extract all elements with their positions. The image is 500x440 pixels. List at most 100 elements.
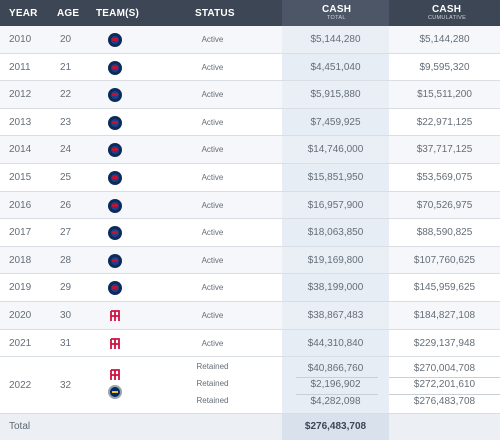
cumulative-cell: $88,590,825 (416, 227, 473, 239)
wizards-logo-icon[interactable] (108, 33, 122, 47)
table-row: 2012 22 Active $5,915,880 $15,511,200 (0, 81, 500, 109)
status-cell: Active (201, 338, 224, 348)
wizards-logo-icon[interactable] (108, 281, 122, 296)
year-cell: 2019 (9, 282, 32, 294)
status-cell: Active (201, 200, 224, 210)
rockets-logo-icon[interactable] (108, 309, 122, 323)
table-row: 2014 24 Active $14,746,000 $37,717,125 (0, 136, 500, 164)
wizards-logo-icon[interactable] (108, 226, 122, 241)
cash-cell: $4,282,098 (310, 396, 361, 407)
status-cell: Retained (196, 379, 229, 388)
status-cell: Active (201, 90, 224, 100)
cash-cell: $4,451,040 (310, 61, 361, 73)
cash-cell: $15,851,950 (307, 172, 364, 183)
cumulative-cell: $15,511,200 (417, 89, 472, 101)
status-cell: Retained (196, 396, 229, 405)
total-row: Total $276,483,708 (0, 414, 500, 440)
cash-total-column-highlight (282, 0, 389, 440)
status-cell: Active (201, 117, 224, 127)
table-row: 2018 28 Active $19,169,800 $107,760,625 (0, 246, 500, 275)
cumulative-cell: $229,137,948 (413, 337, 476, 349)
header-cash-cumulative-sub: CUMULATIVE (428, 15, 467, 21)
cumulative-cell: $9,595,320 (419, 61, 470, 73)
cumulative-cell: $276,483,708 (413, 396, 476, 407)
year-cell: 2010 (9, 34, 32, 45)
header-year[interactable]: YEAR (9, 8, 38, 19)
age-cell: 28 (60, 254, 72, 266)
table-row: 2019 29 Active $38,199,000 $145,959,625 (0, 274, 500, 302)
cash-cell: $7,459,925 (310, 116, 361, 128)
cash-divider (296, 394, 378, 395)
wizards-logo-icon[interactable] (108, 171, 122, 185)
header-cash-cumulative[interactable]: CASH (432, 4, 462, 15)
status-cell: Active (201, 228, 224, 238)
header-status[interactable]: STATUS (195, 8, 235, 19)
age-cell: 20 (60, 34, 72, 45)
age-cell: 26 (60, 199, 72, 211)
age-cell: 30 (60, 310, 72, 321)
table-row: 2017 27 Active $18,063,850 $88,590,825 (0, 219, 500, 247)
year-cell: 2015 (9, 172, 32, 183)
wizards-logo-icon[interactable] (108, 198, 122, 213)
age-cell: 21 (60, 61, 72, 73)
age-cell: 29 (60, 282, 72, 294)
table-row: 2020 30 Active $38,867,483 $184,827,108 (0, 302, 500, 330)
cash-cell: $18,063,850 (307, 227, 364, 239)
table-row: 2010 20 Active $5,144,280 $5,144,280 (0, 26, 500, 54)
header-cash-total[interactable]: CASH (322, 4, 352, 15)
cash-cell: $14,746,000 (307, 144, 364, 156)
year-cell: 2020 (9, 310, 32, 321)
table-row-2022: 2022 32 Retained Retained Retained $40,8… (0, 357, 500, 414)
cumulative-divider (389, 394, 500, 395)
status-cell: Active (201, 62, 224, 72)
header-cash-total-sub: TOTAL (327, 15, 346, 21)
age-cell: 22 (60, 89, 72, 101)
age-cell: 31 (60, 337, 72, 349)
wizards-logo-icon[interactable] (108, 88, 122, 103)
status-cell: Active (201, 35, 224, 44)
table-row: 2015 25 Active $15,851,950 $53,569,075 (0, 164, 500, 192)
status-cell: Retained (196, 362, 229, 371)
age-cell: 25 (60, 172, 72, 183)
cash-cell: $38,199,000 (307, 282, 364, 294)
cumulative-cell: $145,959,625 (413, 282, 476, 294)
header-teams[interactable]: TEAM(S) (96, 8, 140, 19)
total-label: Total (9, 421, 31, 432)
status-cell: Active (201, 173, 224, 182)
year-cell: 2016 (9, 199, 32, 211)
rockets-logo-icon[interactable] (108, 337, 122, 351)
cumulative-cell: $107,760,625 (413, 254, 476, 266)
wizards-logo-icon[interactable] (108, 115, 122, 130)
cumulative-cell: $272,201,610 (413, 379, 476, 390)
cash-cell: $16,957,900 (307, 199, 364, 211)
age-cell: 27 (60, 227, 72, 239)
cash-cell: $40,866,760 (307, 363, 364, 374)
wizards-logo-icon[interactable] (108, 143, 122, 158)
year-cell: 2018 (9, 254, 32, 266)
table-row: 2013 23 Active $7,459,925 $22,971,125 (0, 109, 500, 137)
cumulative-cell: $53,569,075 (416, 172, 473, 183)
header-age[interactable]: AGE (57, 8, 80, 19)
wizards-logo-icon[interactable] (108, 60, 122, 75)
year-cell: 2017 (9, 227, 32, 239)
cash-cell: $44,310,840 (307, 337, 364, 349)
year-cell: 2012 (9, 89, 32, 101)
cumulative-cell: $184,827,108 (413, 310, 476, 321)
year-cell: 2022 (9, 380, 32, 391)
wizards-logo-icon[interactable] (108, 253, 122, 268)
table-row: 2016 26 Active $16,957,900 $70,526,975 (0, 191, 500, 220)
cash-cell: $5,915,880 (310, 89, 361, 101)
cumulative-cell: $22,971,125 (416, 116, 473, 128)
table-header: YEAR AGE TEAM(S) STATUS CASH TOTAL CASH … (0, 0, 500, 26)
year-cell: 2021 (9, 337, 32, 349)
year-cell: 2011 (9, 61, 31, 73)
cumulative-cell: $37,717,125 (416, 144, 473, 156)
cumulative-cell: $70,526,975 (416, 199, 473, 211)
table-row: 2011 21 Active $4,451,040 $9,595,320 (0, 54, 500, 82)
age-cell: 23 (60, 116, 72, 128)
pacers-logo-icon[interactable] (108, 385, 122, 399)
cumulative-cell: $5,144,280 (419, 34, 470, 45)
rockets-logo-icon[interactable] (108, 368, 122, 382)
cash-cell: $5,144,280 (310, 34, 361, 45)
status-cell: Active (201, 311, 224, 320)
